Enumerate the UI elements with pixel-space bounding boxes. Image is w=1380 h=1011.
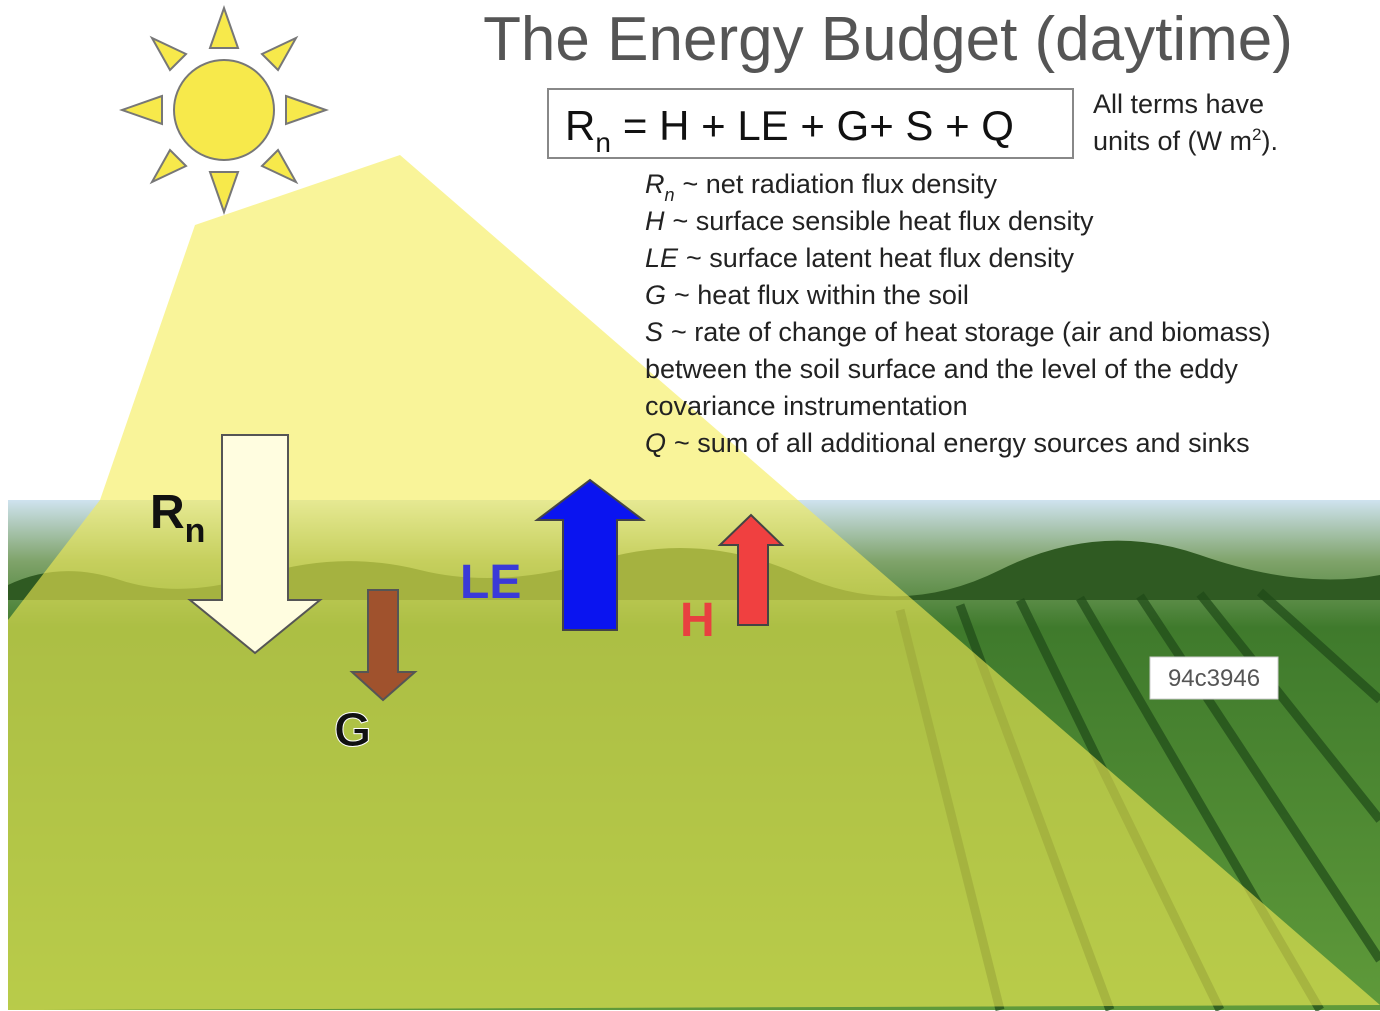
equation-rhs: = H + LE + G+ S + Q [623, 102, 1014, 149]
units-sup: 2 [1252, 125, 1261, 144]
g-label: G [334, 704, 371, 757]
rn-label-main: R [150, 486, 185, 539]
definition-text: ~ sum of all additional energy sources a… [674, 428, 1250, 458]
definition-line: S ~ rate of change of heat storage (air a… [645, 317, 1271, 347]
definition-line: G ~ heat flux within the soil [645, 280, 969, 310]
definition-symbol: H [645, 206, 665, 236]
definition-line: Q ~ sum of all additional energy sources … [645, 428, 1250, 458]
equation-sub: n [595, 127, 611, 158]
definition-line: H ~ surface sensible heat flux density [645, 206, 1094, 236]
definition-line: LE~ surface latent heat flux density [645, 243, 1075, 273]
definition-line: covariance instrumentation [645, 391, 968, 421]
sun [122, 8, 326, 212]
title: The Energy Budget (daytime) [483, 5, 1293, 74]
rn-label-sub: n [185, 512, 206, 550]
definition-symbol: G [645, 280, 666, 310]
units-line1: All terms have [1093, 89, 1264, 119]
definition-symbol: R [645, 169, 665, 199]
units-end: ). [1262, 126, 1279, 156]
definition-text: ~ surface latent heat flux density [686, 243, 1074, 273]
le-label: LE [460, 556, 521, 609]
definition-line: between the soil surface and the level o… [645, 354, 1238, 384]
definition-text: ~ surface sensible heat flux density [673, 206, 1094, 236]
units-text: units of (W m [1093, 126, 1252, 156]
definition-text: ~ heat flux within the soil [674, 280, 969, 310]
definition-sub: n [665, 185, 675, 205]
badge: 94c3946 [1168, 665, 1260, 692]
definition-text: ~ rate of change of heat storage (air an… [671, 317, 1271, 347]
h-label: H [680, 594, 715, 647]
definition-line: Rn ~ net radiation flux density [645, 169, 997, 205]
units-line2: units of (W m2). [1093, 125, 1278, 156]
definition-symbol: Q [645, 428, 666, 458]
definitions: Rn ~ net radiation flux density H ~ surface… [645, 169, 1271, 458]
slide: The Energy Budget (daytime) Rn = H + LE +… [0, 0, 1380, 1011]
equation-lhs: R [565, 102, 595, 149]
definition-symbol: S [645, 317, 663, 347]
definition-symbol: LE [645, 243, 679, 273]
definition-text: ~ net radiation flux density [683, 169, 998, 199]
